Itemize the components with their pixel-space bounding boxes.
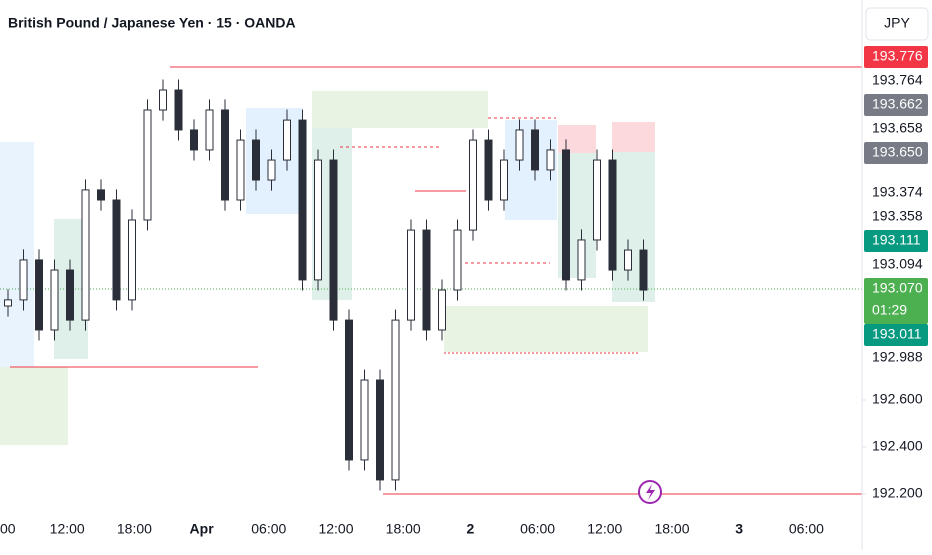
- candle-body: [97, 189, 105, 201]
- candle-body: [4, 299, 12, 307]
- candle-body: [608, 159, 617, 271]
- currency-button[interactable]: [865, 7, 929, 41]
- y-tick-label: 192.200: [872, 485, 923, 501]
- candle-body: [190, 129, 198, 151]
- price-tag: 193.094: [872, 256, 923, 272]
- candle-body: [345, 319, 353, 461]
- candle-body: [593, 159, 601, 241]
- candle-body: [81, 189, 90, 321]
- candle-body: [174, 89, 183, 131]
- price-axis: [862, 0, 932, 550]
- price-tag-bg: [864, 278, 928, 324]
- candle-body: [469, 139, 477, 231]
- x-tick-label: 3: [735, 521, 743, 537]
- price-tag-bg: [864, 46, 928, 68]
- candle-body: [500, 159, 508, 201]
- candle-body: [283, 119, 291, 161]
- candle-body: [562, 149, 570, 281]
- price-tag: 193.070: [872, 280, 923, 296]
- candle-body: [128, 219, 136, 301]
- x-tick-label: 12:00: [318, 521, 353, 537]
- price-tag: 192.988: [872, 349, 923, 365]
- x-tick-label: 18:00: [654, 521, 689, 537]
- candle-body: [298, 119, 307, 281]
- price-tag: 193.662: [872, 96, 923, 112]
- candle-body: [19, 259, 28, 301]
- candle-body: [112, 199, 121, 301]
- price-tag: 193.011: [872, 326, 922, 342]
- x-tick-label: 00: [0, 521, 16, 537]
- candle-body: [624, 249, 632, 271]
- candle-body: [236, 139, 245, 201]
- candle-body: [360, 379, 369, 461]
- price-tag-bg: [864, 94, 928, 116]
- price-tag-bg: [864, 230, 928, 252]
- candle-body: [438, 289, 446, 331]
- candle-body: [221, 109, 229, 201]
- candle-body: [546, 149, 555, 171]
- x-tick-label: 06:00: [520, 521, 555, 537]
- x-tick-label: 06:00: [251, 521, 286, 537]
- candle-body: [205, 109, 214, 151]
- price-tag: 193.374: [872, 184, 923, 200]
- price-tag-bg: [864, 324, 928, 346]
- price-tag: 193.650: [872, 144, 923, 160]
- candle-body: [50, 269, 59, 331]
- x-tick-label: 18:00: [386, 521, 421, 537]
- candle-body: [484, 139, 493, 201]
- price-tag-bg: [864, 142, 928, 164]
- candle-body: [314, 159, 322, 281]
- x-tick-label: Apr: [190, 521, 215, 537]
- x-tick-label: 12:00: [50, 521, 85, 537]
- candle-body: [159, 89, 167, 111]
- y-tick-label: 192.400: [872, 438, 923, 454]
- y-tick-label: 192.600: [872, 391, 923, 407]
- price-tag-countdown: 01:29: [872, 302, 907, 318]
- candle-body: [639, 249, 648, 291]
- candle-body: [515, 129, 524, 161]
- candle-body: [422, 229, 431, 331]
- x-tick-label: 2: [467, 521, 475, 537]
- price-tag: 193.358: [872, 208, 923, 224]
- candle-body: [35, 259, 43, 331]
- candle-body: [391, 319, 400, 481]
- x-tick-label: 18:00: [117, 521, 152, 537]
- candle-body: [376, 379, 384, 481]
- candle-body: [66, 269, 74, 321]
- price-tag: 193.776: [872, 48, 923, 64]
- candle-body: [531, 129, 539, 171]
- candle-body: [407, 229, 415, 321]
- candle-body: [252, 139, 260, 181]
- candle-body: [267, 159, 276, 181]
- price-tag: 193.658: [872, 120, 923, 136]
- candle-body: [453, 229, 462, 291]
- x-tick-label: 12:00: [587, 521, 622, 537]
- price-tag: 193.764: [872, 72, 923, 88]
- candle-body: [329, 159, 338, 321]
- currency[interactable]: JPY: [884, 15, 910, 31]
- chart-title: British Pound / Japanese Yen · 15 · OAND…: [8, 15, 296, 31]
- price-tag: 193.111: [872, 232, 921, 248]
- candle-body: [577, 239, 586, 281]
- x-tick-label: 06:00: [789, 521, 824, 537]
- candle-body: [143, 109, 152, 221]
